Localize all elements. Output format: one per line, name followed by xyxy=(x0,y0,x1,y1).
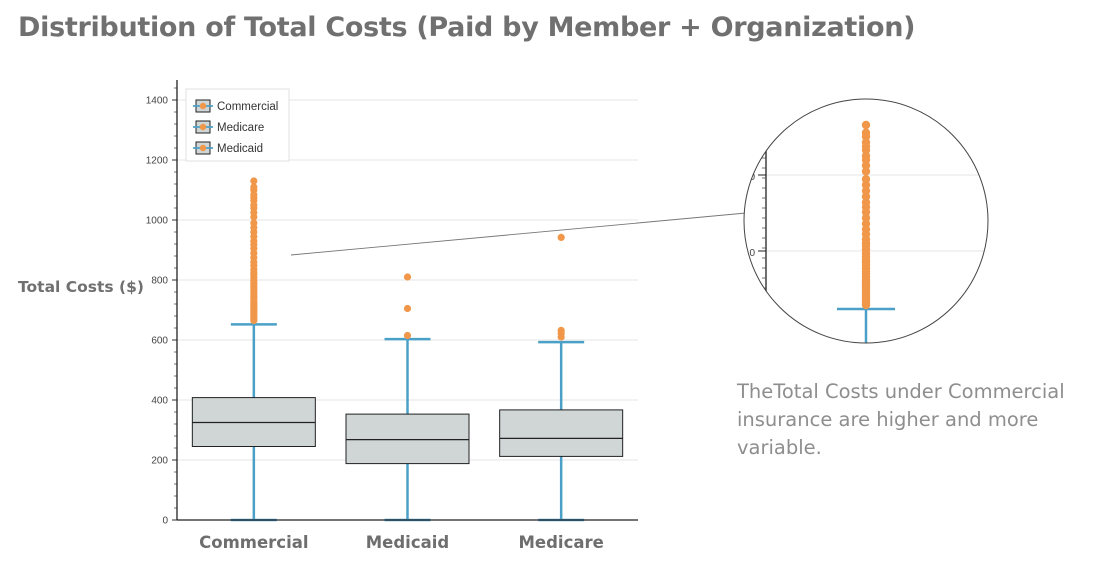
zoom-outlier-point xyxy=(861,198,871,207)
zoom-outlier-point xyxy=(861,128,871,137)
legend-label: Medicare xyxy=(217,122,264,134)
y-tick-label: 1400 xyxy=(146,96,169,107)
legend-marker xyxy=(199,144,207,152)
zoom-outlier-point xyxy=(861,151,871,161)
zoom-lens-content: 00 xyxy=(744,99,988,343)
zoom-outlier-point xyxy=(861,213,871,223)
y-tick-label: 800 xyxy=(151,276,168,287)
outlier-point xyxy=(403,331,412,340)
plot-area: 0 200 400 600 800 1000 1200 1400 Commercial Medic… xyxy=(146,80,638,552)
iqr-box xyxy=(345,413,470,465)
zoom-inset: 00 xyxy=(290,98,989,344)
legend-label: Medicaid xyxy=(217,143,263,155)
legend-marker xyxy=(199,102,207,110)
y-tick-label: 400 xyxy=(151,396,168,407)
outlier-point xyxy=(250,177,258,185)
y-tick-label: 1000 xyxy=(146,216,169,227)
zoom-outlier-point xyxy=(861,161,871,170)
zoom-outlier-point xyxy=(861,186,871,196)
outlier-point xyxy=(250,183,258,191)
page-title: Distribution of Total Costs (Paid by Mem… xyxy=(18,12,916,43)
callout-line xyxy=(290,212,747,256)
zoom-outlier-point xyxy=(861,174,871,184)
iqr-box xyxy=(499,409,624,457)
zoom-outlier-point xyxy=(861,180,871,190)
zoom-outlier-point xyxy=(861,219,871,228)
x-category-label: Medicaid xyxy=(366,533,449,552)
zoom-tick-label: 0 xyxy=(749,248,755,259)
zoom-outlier-point xyxy=(861,225,871,234)
outlier-point xyxy=(557,326,565,334)
box-medicaid xyxy=(345,273,470,522)
outlier-point xyxy=(250,219,258,227)
box-commercial xyxy=(191,177,316,522)
legend-item-medicaid: Medicaid xyxy=(193,141,263,155)
zoom-outlier-point xyxy=(861,192,871,201)
y-tick-label: 200 xyxy=(151,456,168,467)
outlier-point xyxy=(557,233,565,241)
annotation-text: TheTotal Costs under Commercial insuranc… xyxy=(737,380,1065,459)
legend-item-commercial: Commercial xyxy=(193,99,278,113)
outlier-point xyxy=(403,273,412,281)
zoom-lens-border xyxy=(743,98,989,344)
legend-item-medicare: Medicare xyxy=(193,120,264,134)
y-tick-label: 0 xyxy=(162,516,168,527)
y-tick-label: 600 xyxy=(151,336,168,347)
zoom-outlier-point xyxy=(861,167,871,176)
y-axis-title: Total Costs ($) xyxy=(18,278,144,296)
zoom-outlier-point xyxy=(861,120,871,130)
zoom-outlier-point xyxy=(861,138,871,147)
y-tick-label: 1200 xyxy=(146,156,169,167)
box-medicare xyxy=(499,233,624,522)
legend: Commercial Medicare Medicaid xyxy=(185,88,290,162)
outlier-point xyxy=(403,304,412,313)
x-category-label: Medicare xyxy=(519,533,604,552)
legend-marker xyxy=(199,123,207,131)
legend-label: Commercial xyxy=(217,101,278,113)
x-category-label: Commercial xyxy=(199,533,308,552)
